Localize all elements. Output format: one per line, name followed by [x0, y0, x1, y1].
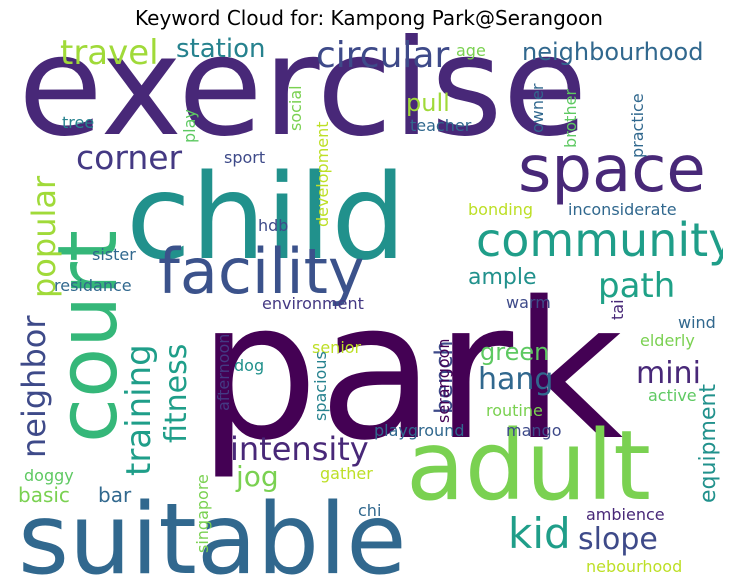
- word-corner: corner: [76, 138, 183, 177]
- word-warm: warm: [506, 293, 551, 312]
- word-doggy: doggy: [24, 466, 74, 485]
- word-ambience: ambience: [586, 505, 665, 524]
- word-intensity: intensity: [230, 430, 369, 468]
- word-pull: pull: [406, 89, 450, 117]
- word-singapore: singapore: [193, 474, 212, 553]
- word-bar: bar: [98, 483, 132, 507]
- word-equipment: equipment: [696, 383, 721, 503]
- word-chi: chi: [358, 501, 382, 520]
- word-dog: dog: [234, 356, 265, 375]
- word-facility: facility: [158, 235, 365, 308]
- word-adult: adult: [406, 410, 651, 522]
- word-neighbor: neighbor: [18, 315, 53, 459]
- word-mango: mango: [506, 421, 562, 440]
- word-elderly: elderly: [640, 331, 695, 350]
- word-cloud: exercise park child suitable adult court facil…: [18, 33, 723, 583]
- word-active: active: [648, 386, 697, 405]
- word-teacher: teacher: [410, 116, 472, 135]
- chart-title: Keyword Cloud for: Kampong Park@Serangoo…: [135, 6, 603, 30]
- word-practice: practice: [628, 93, 647, 158]
- word-mini: mini: [636, 356, 701, 391]
- word-spacious: spacious: [311, 351, 330, 421]
- word-jog: jog: [236, 460, 279, 493]
- word-sport: sport: [224, 148, 266, 167]
- word-exercise: exercise: [18, 33, 588, 167]
- word-gather: gather: [320, 464, 373, 483]
- word-hdb: hdb: [258, 216, 289, 235]
- word-training: training: [119, 344, 159, 476]
- word-serangoon: serangoon: [434, 338, 453, 423]
- word-station: station: [176, 34, 266, 64]
- word-park: park: [198, 261, 624, 482]
- word-fitness: fitness: [159, 343, 194, 443]
- word-inconsiderate: inconsiderate: [568, 200, 677, 219]
- word-environment: environment: [262, 294, 364, 313]
- word-tai: tai: [608, 299, 627, 320]
- word-afternoon: afternoon: [214, 333, 233, 411]
- word-ample: ample: [468, 265, 537, 290]
- word-path: path: [598, 266, 676, 306]
- word-senior: senior: [312, 338, 362, 357]
- word-bonding: bonding: [468, 200, 533, 219]
- word-child: child: [126, 148, 407, 286]
- word-tree: tree: [62, 113, 95, 132]
- word-playground: playground: [374, 421, 465, 440]
- word-slope: slope: [578, 522, 658, 557]
- word-wind: wind: [678, 313, 716, 332]
- word-suitable: suitable: [18, 483, 407, 583]
- word-play: play: [180, 109, 199, 143]
- word-circular: circular: [316, 35, 450, 76]
- word-neighbourhood: neighbourhood: [522, 38, 704, 66]
- word-social: social: [286, 85, 305, 131]
- word-routine: routine: [486, 401, 543, 420]
- word-owner: owner: [528, 83, 547, 133]
- word-age: age: [456, 41, 486, 60]
- word-space: space: [518, 133, 706, 207]
- word-nebourhood: nebourhood: [586, 557, 683, 576]
- word-green: green: [480, 338, 550, 366]
- word-development: development: [313, 121, 332, 227]
- word-brother: brother: [561, 88, 580, 148]
- word-residance: residance: [54, 276, 132, 295]
- word-travel: travel: [60, 33, 159, 73]
- word-hang: hang: [478, 362, 554, 397]
- word-kid: kid: [508, 509, 571, 558]
- word-sister: sister: [92, 245, 136, 264]
- word-community: community: [476, 213, 723, 267]
- word-basic: basic: [18, 483, 70, 507]
